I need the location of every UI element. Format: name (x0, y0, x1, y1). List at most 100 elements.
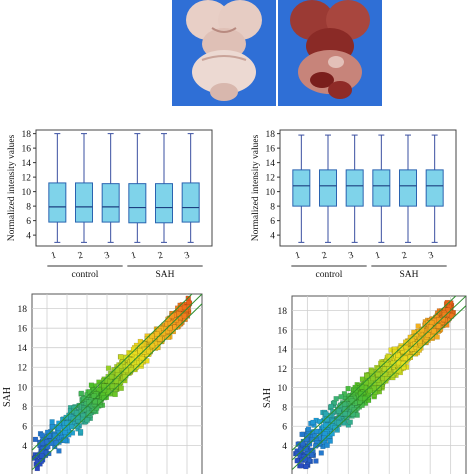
reference-line (292, 296, 457, 451)
y-tick-label: 14 (266, 159, 276, 169)
y-tick-label: 8 (26, 203, 31, 213)
data-point (299, 431, 305, 437)
data-point (113, 378, 119, 384)
data-point (78, 390, 84, 396)
data-point (379, 361, 385, 367)
data-point (78, 429, 84, 435)
data-point (435, 323, 442, 329)
data-point (359, 376, 366, 382)
data-point (46, 433, 52, 439)
data-point (92, 398, 98, 405)
data-point (114, 367, 121, 373)
y-tick-label: 6 (22, 422, 27, 432)
data-point (137, 348, 143, 354)
box-plot-panel-left: 4 6 8 10 12 14 16 18 Normalized intensity values… (0, 120, 230, 280)
data-point (49, 424, 56, 430)
y-tick-label: 16 (278, 326, 288, 336)
data-point (297, 446, 304, 453)
box (128, 183, 147, 224)
data-point (370, 375, 376, 382)
y-tick-label: 14 (18, 344, 28, 354)
box (75, 182, 93, 223)
data-point (448, 313, 455, 319)
data-point (313, 443, 319, 449)
box (425, 169, 444, 207)
data-point (336, 408, 342, 414)
x-tick-label: 3 (348, 251, 355, 262)
box (372, 169, 391, 207)
x-tick-label: 3 (428, 251, 435, 262)
data-point (73, 410, 80, 416)
data-point (303, 463, 309, 470)
x-tick-label: 1 (50, 251, 57, 262)
reference-line (292, 305, 466, 471)
data-point (310, 419, 316, 426)
y-tick-label: 4 (270, 232, 275, 242)
data-point (402, 355, 408, 361)
box (319, 169, 337, 207)
data-point (101, 387, 108, 393)
data-point (382, 371, 388, 377)
y-tick-label: 4 (22, 442, 27, 452)
scatter-plot-panel-right: 4 6 8 10 12 14 16 18 SAH (248, 288, 474, 474)
reference-line (32, 294, 193, 451)
y-tick-label: 16 (266, 145, 276, 155)
data-point (133, 364, 140, 370)
y-tick-label: 12 (278, 365, 288, 375)
data-point (49, 419, 55, 425)
x-tick-label: 2 (321, 251, 328, 262)
data-point (39, 453, 45, 459)
group-label: SAH (399, 270, 418, 280)
data-point (313, 428, 320, 434)
data-point (323, 411, 329, 417)
box (48, 182, 67, 223)
y-tick-label: 8 (22, 403, 27, 413)
data-point (70, 415, 76, 422)
data-point (308, 452, 315, 458)
y-axis-label: Normalized intensity values (251, 134, 261, 241)
data-point (68, 424, 75, 430)
data-point (444, 299, 450, 306)
data-point (118, 385, 124, 391)
data-point (88, 382, 94, 388)
data-point (32, 436, 39, 443)
data-point (395, 352, 401, 358)
x-tick-label: 1 (130, 251, 137, 262)
data-point (351, 407, 357, 413)
data-point (34, 465, 40, 472)
data-point (81, 395, 87, 402)
data-point (181, 313, 187, 319)
reference-line (292, 296, 466, 461)
data-point (341, 406, 348, 412)
x-tick-label: 1 (374, 251, 381, 262)
data-point (56, 448, 62, 454)
data-point (368, 368, 375, 375)
data-point (407, 354, 413, 360)
y-tick-label: 8 (282, 403, 287, 413)
x-tick-label: 2 (401, 251, 408, 262)
sah-brain-photo (278, 0, 382, 106)
box (399, 169, 417, 207)
data-point (155, 344, 161, 351)
data-point (400, 361, 406, 367)
data-point (347, 419, 353, 425)
box (292, 169, 311, 207)
data-point (390, 360, 396, 366)
data-point (386, 354, 393, 360)
data-point (154, 331, 160, 337)
data-point (108, 374, 115, 380)
y-tick-label: 6 (270, 217, 275, 227)
data-point (85, 410, 92, 416)
data-point (66, 432, 72, 438)
data-point (298, 463, 304, 469)
data-point (112, 391, 118, 398)
data-point (367, 388, 373, 394)
data-point (309, 437, 315, 443)
data-point (333, 396, 339, 402)
data-point (434, 334, 440, 340)
group-label: control (316, 270, 343, 280)
box (155, 183, 173, 224)
x-tick-label: 3 (184, 251, 191, 262)
data-point (91, 393, 97, 399)
y-tick-label: 14 (22, 159, 32, 169)
